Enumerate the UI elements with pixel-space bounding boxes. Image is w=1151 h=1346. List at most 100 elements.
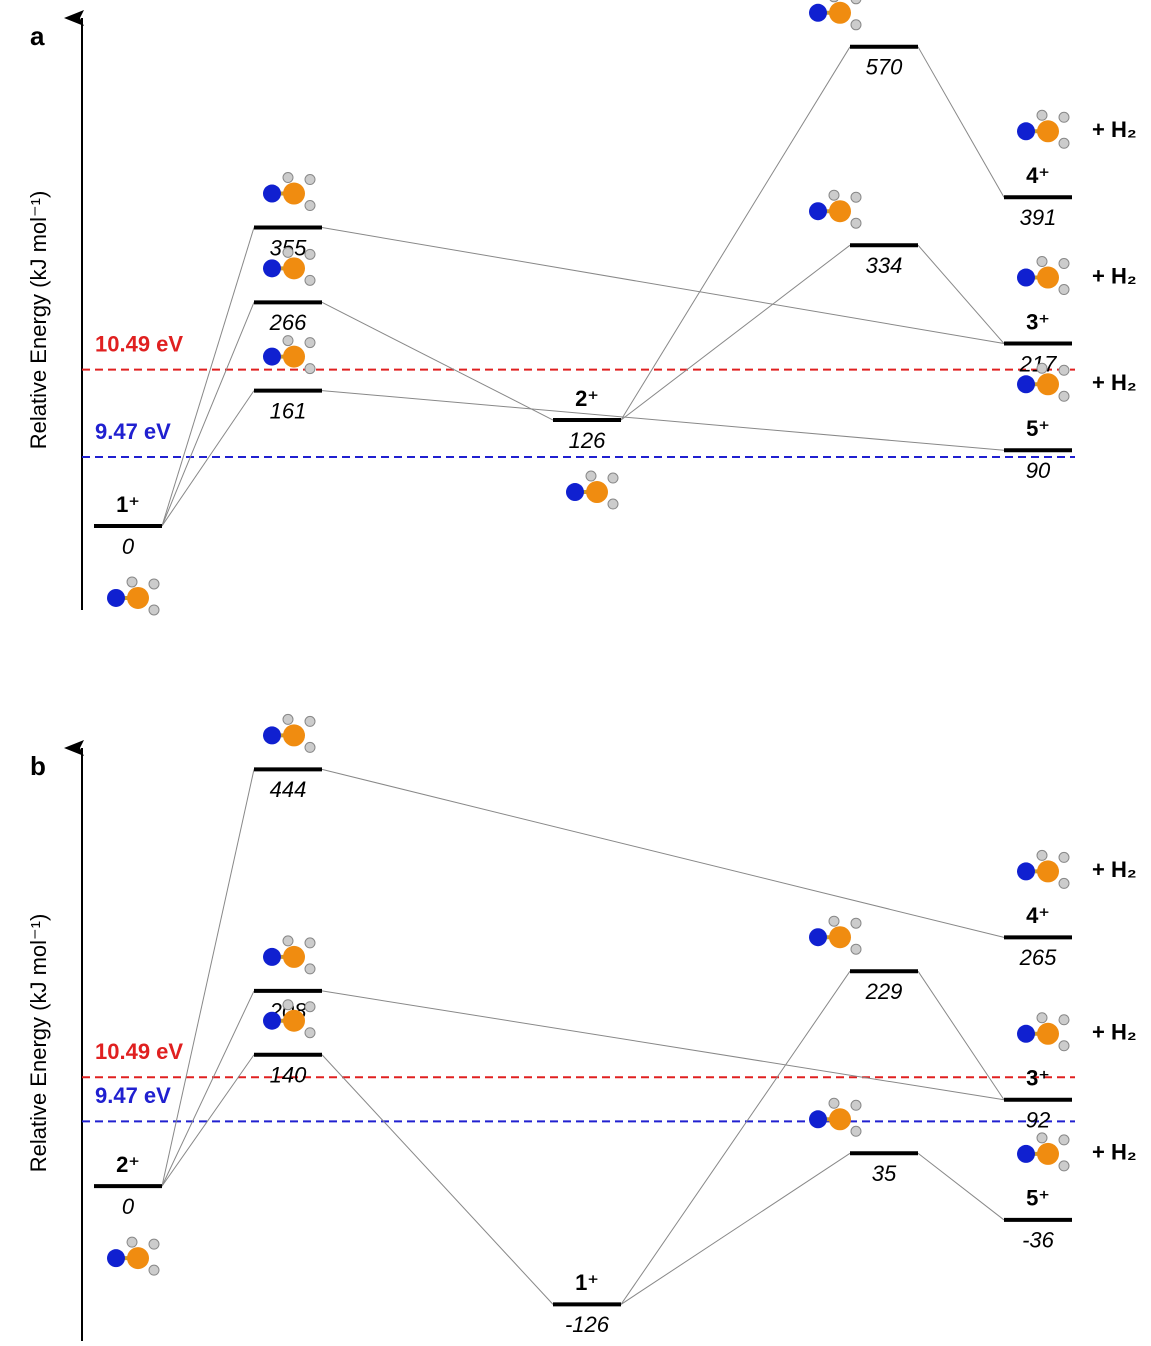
connector xyxy=(918,1153,1004,1220)
phosphorus-atom xyxy=(829,2,851,24)
nitrogen-atom xyxy=(809,1110,827,1128)
nitrogen-atom xyxy=(263,948,281,966)
molecule-icon xyxy=(809,0,861,30)
connector xyxy=(918,245,1004,343)
energy-value: 92 xyxy=(1026,1108,1050,1133)
hydrogen-atom xyxy=(586,471,596,481)
hydrogen-atom xyxy=(829,190,839,200)
reference-label: 10.49 eV xyxy=(95,331,183,356)
hydrogen-atom xyxy=(1037,257,1047,267)
nitrogen-atom xyxy=(263,259,281,277)
nitrogen-atom xyxy=(1017,375,1035,393)
molecule-icon xyxy=(1017,110,1069,148)
connector xyxy=(162,391,254,526)
phosphorus-atom xyxy=(283,257,305,279)
nitrogen-atom xyxy=(809,928,827,946)
connector xyxy=(162,769,254,1186)
phosphorus-atom xyxy=(1037,267,1059,289)
hydrogen-atom xyxy=(1059,259,1069,269)
hydrogen-atom xyxy=(283,936,293,946)
connector xyxy=(162,991,254,1186)
product-label: + H₂ xyxy=(1092,370,1137,395)
energy-value: 265 xyxy=(1019,945,1057,970)
hydrogen-atom xyxy=(851,20,861,30)
hydrogen-atom xyxy=(305,938,315,948)
level-name: 3⁺ xyxy=(1026,309,1050,334)
energy-value: 161 xyxy=(270,398,307,423)
level-name: 5⁺ xyxy=(1026,416,1050,441)
nitrogen-atom xyxy=(107,1249,125,1267)
hydrogen-atom xyxy=(305,175,315,185)
phosphorus-atom xyxy=(1037,373,1059,395)
hydrogen-atom xyxy=(305,1028,315,1038)
phosphorus-atom xyxy=(283,946,305,968)
hydrogen-atom xyxy=(851,944,861,954)
level-name: 2⁺ xyxy=(575,386,599,411)
energy-value: 140 xyxy=(270,1063,307,1088)
energy-value: 229 xyxy=(865,979,903,1004)
hydrogen-atom xyxy=(149,605,159,615)
hydrogen-atom xyxy=(829,1098,839,1108)
hydrogen-atom xyxy=(127,577,137,587)
hydrogen-atom xyxy=(1059,1015,1069,1025)
molecule-icon xyxy=(1017,257,1069,295)
connector xyxy=(162,228,254,526)
hydrogen-atom xyxy=(1059,1135,1069,1145)
energy-value: 570 xyxy=(866,55,903,80)
y-axis-label: Relative Energy (kJ mol⁻¹) xyxy=(26,191,51,450)
y-axis-label: Relative Energy (kJ mol⁻¹) xyxy=(26,914,51,1173)
product-label: + H₂ xyxy=(1092,1020,1137,1045)
nitrogen-atom xyxy=(263,1012,281,1030)
hydrogen-atom xyxy=(305,338,315,348)
reference-label: 10.49 eV xyxy=(95,1039,183,1064)
hydrogen-atom xyxy=(305,742,315,752)
energy-value: 126 xyxy=(569,428,606,453)
molecule-icon xyxy=(263,936,315,974)
hydrogen-atom xyxy=(1059,285,1069,295)
figure: aRelative Energy (kJ mol⁻¹)10.49 eV9.47 … xyxy=(0,0,1151,1341)
hydrogen-atom xyxy=(1059,1161,1069,1171)
connector xyxy=(621,1153,850,1304)
hydrogen-atom xyxy=(305,364,315,374)
hydrogen-atom xyxy=(149,579,159,589)
molecule-icon xyxy=(1017,850,1069,888)
nitrogen-atom xyxy=(263,348,281,366)
hydrogen-atom xyxy=(851,218,861,228)
hydrogen-atom xyxy=(851,1100,861,1110)
hydrogen-atom xyxy=(283,173,293,183)
connector xyxy=(322,302,553,420)
hydrogen-atom xyxy=(283,714,293,724)
hydrogen-atom xyxy=(305,201,315,211)
hydrogen-atom xyxy=(1037,1013,1047,1023)
level-name: 4⁺ xyxy=(1026,903,1050,928)
molecule-icon xyxy=(107,1237,159,1275)
energy-value: 391 xyxy=(1020,205,1057,230)
reference-label: 9.47 eV xyxy=(95,1083,171,1108)
hydrogen-atom xyxy=(1037,363,1047,373)
level-name: 2⁺ xyxy=(116,1152,140,1177)
phosphorus-atom xyxy=(586,481,608,503)
connector xyxy=(322,391,1004,451)
nitrogen-atom xyxy=(1017,122,1035,140)
energy-value: 266 xyxy=(269,310,307,335)
level-name: 1⁺ xyxy=(116,492,140,517)
molecule-icon xyxy=(809,1098,861,1136)
hydrogen-atom xyxy=(1059,112,1069,122)
hydrogen-atom xyxy=(305,275,315,285)
molecule-icon xyxy=(1017,1133,1069,1171)
phosphorus-atom xyxy=(1037,1143,1059,1165)
hydrogen-atom xyxy=(1059,365,1069,375)
product-label: + H₂ xyxy=(1092,263,1137,288)
product-label: + H₂ xyxy=(1092,857,1137,882)
phosphorus-atom xyxy=(127,1247,149,1269)
phosphorus-atom xyxy=(829,926,851,948)
phosphorus-atom xyxy=(127,587,149,609)
connector xyxy=(918,47,1004,197)
phosphorus-atom xyxy=(1037,120,1059,142)
energy-value: 90 xyxy=(1026,458,1051,483)
nitrogen-atom xyxy=(566,483,584,501)
hydrogen-atom xyxy=(851,0,861,4)
connector xyxy=(918,971,1004,1100)
phosphorus-atom xyxy=(829,200,851,222)
connector xyxy=(322,1055,553,1305)
